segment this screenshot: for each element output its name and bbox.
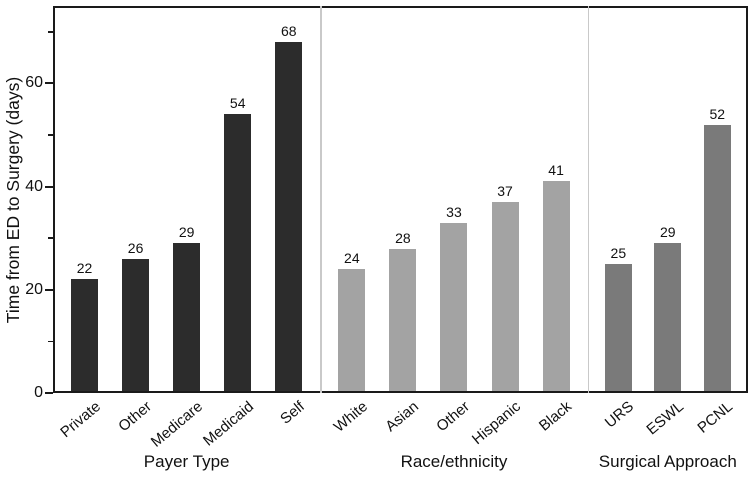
group-axis-title: Race/ethnicity	[400, 452, 508, 471]
bar	[703, 124, 731, 391]
bar	[542, 181, 570, 391]
bar-value-label: 52	[709, 105, 726, 122]
bar	[491, 202, 519, 391]
bar-value-label: 54	[229, 95, 246, 112]
bar	[654, 243, 682, 391]
bar	[224, 114, 252, 391]
y-axis-tick-minor	[48, 237, 53, 239]
y-axis-tick-major	[45, 82, 53, 85]
group-axis-title: Surgical Approach	[598, 452, 737, 471]
bar-value-label: 68	[280, 23, 297, 40]
y-axis-title: Time from ED to Surgery (days)	[3, 76, 23, 324]
y-axis-tick-major	[45, 288, 53, 291]
y-axis-tick-label: 60	[25, 74, 43, 92]
bar	[604, 264, 632, 391]
bar-value-label: 41	[548, 162, 564, 179]
bar	[173, 243, 201, 391]
bar	[122, 258, 150, 391]
bar	[389, 248, 417, 391]
bar-value-label: 33	[446, 203, 462, 220]
bar-value-label: 37	[497, 183, 513, 200]
y-axis-tick-minor	[48, 134, 53, 136]
section-divider	[320, 6, 322, 393]
bar-value-label: 26	[127, 239, 144, 256]
bar-value-label: 22	[76, 260, 93, 277]
section-divider	[587, 6, 590, 393]
plot-frame	[53, 6, 748, 393]
bar	[338, 269, 366, 391]
group-axis-title: Payer Type	[143, 452, 230, 471]
y-axis-tick-label: 40	[25, 177, 43, 195]
bar-value-label: 25	[610, 245, 627, 261]
y-axis-tick-major	[45, 185, 53, 188]
bar	[440, 222, 468, 391]
y-axis-tick-label: 0	[34, 384, 43, 401]
bar	[71, 279, 99, 391]
bar-value-label: 29	[660, 224, 676, 241]
y-axis-tick-minor	[48, 340, 53, 343]
y-axis-tick-major	[45, 392, 53, 394]
y-axis-tick-minor	[48, 31, 53, 33]
bar-value-label: 29	[178, 224, 195, 241]
bar-value-label: 28	[395, 229, 411, 246]
bar-value-label: 24	[344, 250, 360, 267]
y-axis-tick-label: 20	[25, 280, 43, 298]
bar	[275, 42, 303, 391]
